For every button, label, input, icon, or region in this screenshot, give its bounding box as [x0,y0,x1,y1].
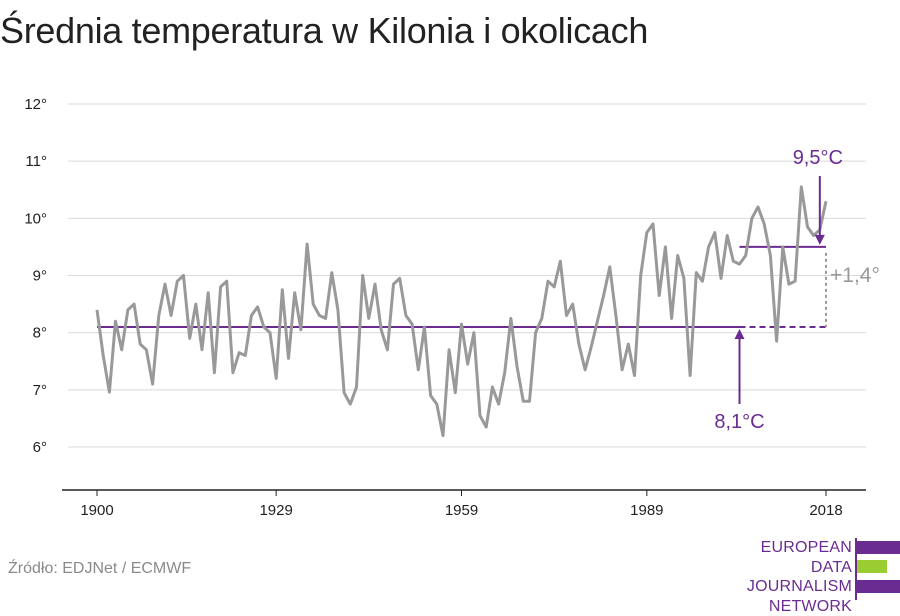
x-tick-label: 1959 [445,502,478,519]
x-tick-label: 1900 [80,502,113,519]
recent-arrow-head [815,235,825,245]
y-tick-label: 11° [25,153,47,170]
logo-bar-bottom [857,580,900,593]
logo-line-1: EUROPEAN [706,538,852,558]
logo-text: EUROPEAN DATA JOURNALISM NETWORK [706,538,852,616]
edjnet-logo: EUROPEAN DATA JOURNALISM NETWORK [706,538,900,600]
delta-label: +1,4° [830,264,880,287]
x-tick-label: 1989 [630,502,663,519]
logo-line-3: NETWORK [706,597,852,616]
temperature-series-line [97,187,826,436]
y-tick-label: 12° [24,96,47,113]
logo-line-2: DATA JOURNALISM [706,558,852,597]
logo-bar-middle [857,560,887,573]
y-tick-label: 8° [33,325,47,342]
y-tick-label: 10° [24,210,47,227]
baseline-arrow-head [735,329,745,339]
x-tick-label: 1929 [259,502,292,519]
x-tick-label: 2018 [809,502,842,519]
source-note: Źródło: EDJNet / ECMWF [8,560,191,578]
logo-bar-top [857,541,900,554]
baseline-average-label: 8,1°C [714,411,764,433]
recent-average-label: 9,5°C [793,147,843,169]
y-tick-label: 9° [33,268,47,285]
y-tick-label: 6° [33,439,47,456]
y-tick-label: 7° [33,382,47,399]
line-chart: 6° 7° 8° 9° 10° 11° 12° 1900 1929 1959 1989 2018 +… [0,0,900,600]
